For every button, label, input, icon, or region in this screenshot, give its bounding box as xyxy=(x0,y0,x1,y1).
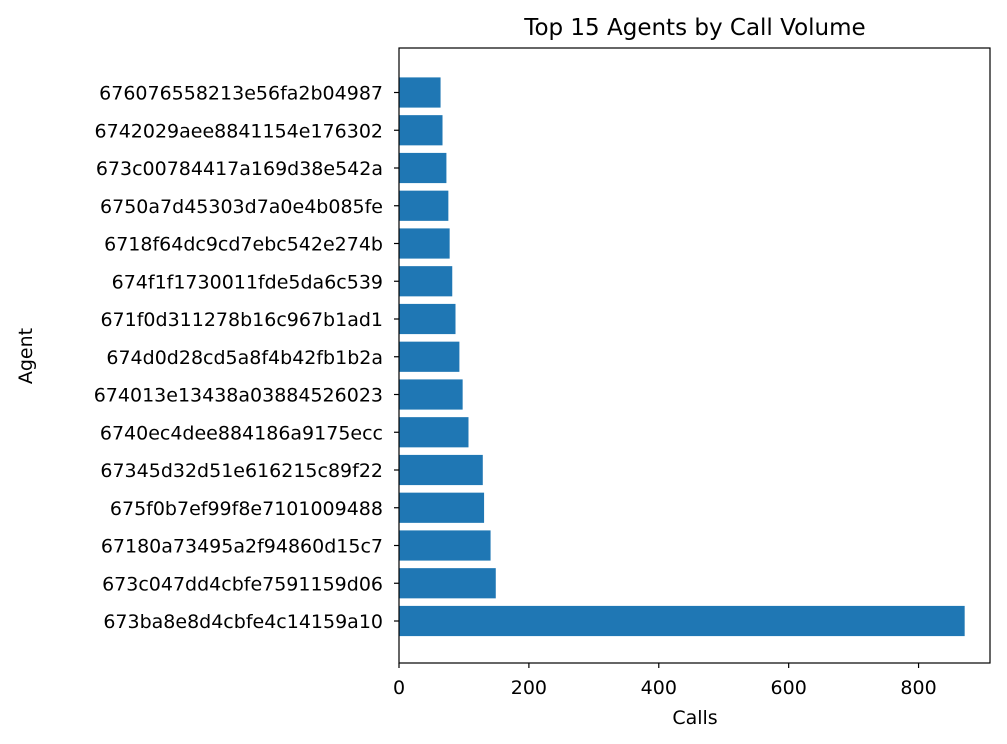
x-tick-label: 200 xyxy=(511,677,547,699)
y-tick-label: 674013e13438a03884526023 xyxy=(94,385,383,407)
bar xyxy=(399,530,491,561)
bar xyxy=(399,492,485,523)
y-tick-label: 674f1f1730011fde5da6c539 xyxy=(112,271,383,293)
y-tick-label: 6740ec4dee884186a9175ecc xyxy=(100,422,383,444)
bar xyxy=(399,152,447,184)
bar xyxy=(399,115,443,146)
bar xyxy=(399,266,453,297)
y-tick-label: 67345d32d51e616215c89f22 xyxy=(100,460,383,482)
y-tick-label: 6750a7d45303d7a0e4b085fe xyxy=(100,196,383,218)
plot-frame xyxy=(398,47,991,664)
y-tick-label: 67180a73495a2f94860d15c7 xyxy=(101,536,383,558)
y-axis-label: Agent xyxy=(15,328,37,384)
bar xyxy=(399,303,456,335)
bar xyxy=(399,228,450,259)
bar xyxy=(399,605,965,637)
y-axis: 673ba8e8d4cbfe4c14159a10 673c047dd4cbfe75… xyxy=(94,83,399,633)
bars-group xyxy=(399,77,965,637)
y-tick-label: 673ba8e8d4cbfe4c14159a10 xyxy=(103,611,383,633)
y-tick-label: 6718f64dc9cd7ebc542e274b xyxy=(104,234,383,256)
y-tick-label: 674d0d28cd5a8f4b42fb1b2a xyxy=(106,347,383,369)
x-tick-label: 800 xyxy=(900,677,936,699)
bar xyxy=(399,454,483,486)
y-tick-label: 675f0b7ef99f8e7101009488 xyxy=(110,498,383,520)
y-tick-label: 6742029aee8841154e176302 xyxy=(95,120,383,142)
bar xyxy=(399,568,496,599)
bar xyxy=(399,190,449,221)
y-tick-label: 671f0d311278b16c967b1ad1 xyxy=(100,309,383,331)
bar xyxy=(399,77,441,108)
bar xyxy=(399,379,463,410)
x-axis: 0 200 400 600 800 xyxy=(393,663,937,699)
y-tick-label: 676076558213e56fa2b04987 xyxy=(99,83,383,105)
chart-title: Top 15 Agents by Call Volume xyxy=(523,15,865,41)
x-tick-label: 0 xyxy=(393,677,405,699)
y-tick-label: 673c047dd4cbfe7591159d06 xyxy=(102,573,383,595)
bar xyxy=(399,417,469,448)
x-tick-label: 400 xyxy=(641,677,677,699)
bar xyxy=(399,341,460,372)
x-tick-label: 600 xyxy=(771,677,807,699)
y-tick-label: 673c00784417a169d38e542a xyxy=(96,158,383,180)
x-axis-label: Calls xyxy=(672,707,717,729)
